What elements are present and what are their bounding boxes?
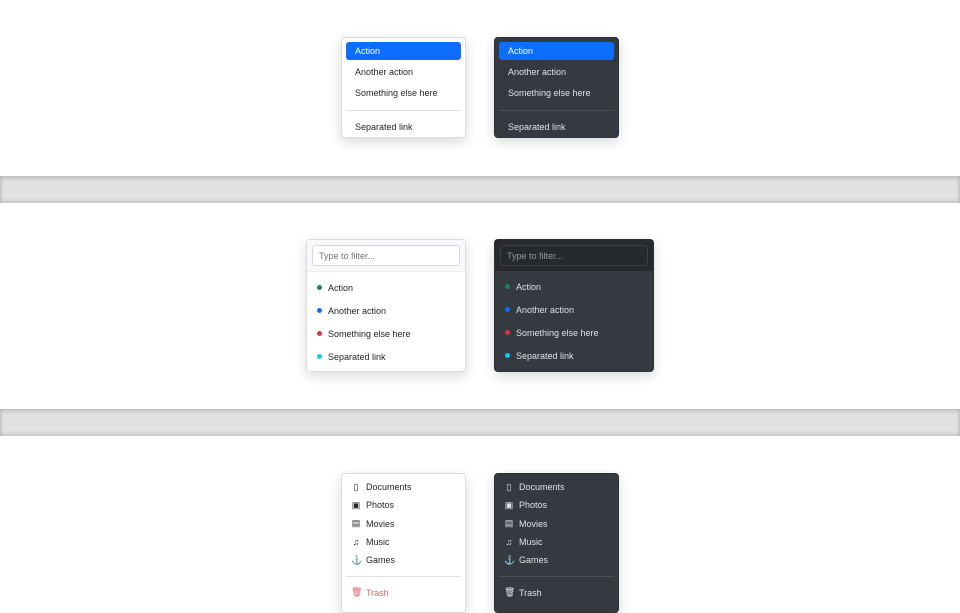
status-dot-icon <box>317 331 322 336</box>
menu-item[interactable]: Action <box>499 275 649 298</box>
menu-item-label: Photos <box>519 500 548 511</box>
menu-item-documents[interactable]: ▯ Documents <box>346 478 461 496</box>
joystick-icon: ⚓ <box>504 554 516 565</box>
menu-item-label: Music <box>519 537 543 548</box>
status-dot-icon <box>317 285 322 290</box>
menu-item-label: Games <box>519 555 549 566</box>
menu-item-label: Photos <box>366 500 395 511</box>
divider <box>346 576 461 578</box>
status-dot-icon <box>505 330 510 335</box>
section-divider <box>0 409 960 436</box>
file-icon: ▯ <box>353 481 359 492</box>
joystick-icon: ⚓ <box>351 554 363 565</box>
menu-item-label: Movies <box>519 518 548 529</box>
menu-item-something-else[interactable]: Something else here <box>355 87 438 98</box>
menu-item-separated-link[interactable]: Separated link <box>508 122 566 133</box>
music-note-icon: ♫ <box>505 537 513 548</box>
file-icon: ▯ <box>506 481 512 492</box>
menu-item-music[interactable]: ♫ Music <box>499 533 614 551</box>
menu-item-label: Action <box>516 281 542 292</box>
menu-item-games[interactable]: ⚓ Games <box>499 551 614 569</box>
filter-container <box>495 240 653 271</box>
film-icon: ▤ <box>351 518 361 529</box>
status-dot-icon <box>317 308 322 313</box>
film-icon: ▤ <box>504 518 514 529</box>
menu-item-label: Games <box>366 555 396 566</box>
menu-item-label: Movies <box>366 518 395 529</box>
music-note-icon: ♫ <box>352 537 360 548</box>
dropdown-menu-light: Action Another action Something else her… <box>341 37 466 138</box>
menu-item[interactable]: Action <box>311 276 461 299</box>
menu-item-documents[interactable]: ▯ Documents <box>499 478 614 496</box>
filter-input[interactable] <box>312 245 460 266</box>
menu-item-action[interactable]: Action <box>346 42 461 60</box>
divider <box>499 576 614 578</box>
status-dot-icon <box>505 307 510 312</box>
divider <box>499 110 614 111</box>
menu-item-label: Music <box>366 537 390 548</box>
menu-item-trash[interactable]: 🗑 Trash <box>499 583 614 601</box>
trash-icon: 🗑 <box>351 587 363 598</box>
divider <box>346 110 461 111</box>
dropdown-menu-dark: Action Another action Something else her… <box>494 37 619 138</box>
image-icon: ▣ <box>504 499 514 510</box>
menu-item-label: Separated link <box>516 350 574 361</box>
menu-item[interactable]: Separated link <box>311 345 461 368</box>
icon-dropdown-dark: ▯ Documents ▣ Photos ▤ Movies ♫ Music ⚓ Games… <box>494 473 619 613</box>
status-dot-icon <box>505 353 510 358</box>
icon-dropdown-light: ▯ Documents ▣ Photos ▤ Movies ♫ Music ⚓ Games… <box>341 473 466 613</box>
menu-item-label: Trash <box>519 587 542 598</box>
menu-item-label: Trash <box>366 587 389 598</box>
menu-item-label: Documents <box>366 482 412 493</box>
menu-item-music[interactable]: ♫ Music <box>346 533 461 551</box>
menu-item[interactable]: Another action <box>499 298 649 321</box>
filter-container <box>307 240 465 272</box>
status-dot-icon <box>505 284 510 289</box>
section-divider <box>0 176 960 203</box>
menu-item[interactable]: Something else here <box>499 321 649 344</box>
menu-item[interactable]: Another action <box>311 299 461 322</box>
filter-dropdown-light: Action Another action Something else her… <box>306 239 466 372</box>
menu-item-label: Documents <box>519 482 565 493</box>
menu-item-photos[interactable]: ▣ Photos <box>499 496 614 514</box>
menu-item-movies[interactable]: ▤ Movies <box>346 515 461 533</box>
menu-item-label: Something else here <box>516 327 599 338</box>
menu-item[interactable]: Separated link <box>499 344 649 367</box>
menu-item-movies[interactable]: ▤ Movies <box>499 515 614 533</box>
menu-item-action[interactable]: Action <box>499 42 614 60</box>
menu-item-separated-link[interactable]: Separated link <box>355 122 413 133</box>
menu-item-label: Something else here <box>328 328 411 339</box>
menu-item-games[interactable]: ⚓ Games <box>346 551 461 569</box>
menu-item-another-action[interactable]: Another action <box>355 67 414 78</box>
menu-item-label: Another action <box>328 305 387 316</box>
filter-input[interactable] <box>500 245 648 266</box>
menu-item-label: Separated link <box>328 351 386 362</box>
trash-icon: 🗑 <box>504 587 516 598</box>
menu-item-trash[interactable]: 🗑 Trash <box>346 583 461 601</box>
status-dot-icon <box>317 354 322 359</box>
menu-item-photos[interactable]: ▣ Photos <box>346 496 461 514</box>
menu-item-something-else[interactable]: Something else here <box>508 87 591 98</box>
filter-dropdown-dark: Action Another action Something else her… <box>494 239 654 372</box>
menu-item-label: Another action <box>516 304 575 315</box>
menu-item[interactable]: Something else here <box>311 322 461 345</box>
image-icon: ▣ <box>351 499 361 510</box>
menu-item-another-action[interactable]: Another action <box>508 67 567 78</box>
menu-item-label: Action <box>328 282 354 293</box>
